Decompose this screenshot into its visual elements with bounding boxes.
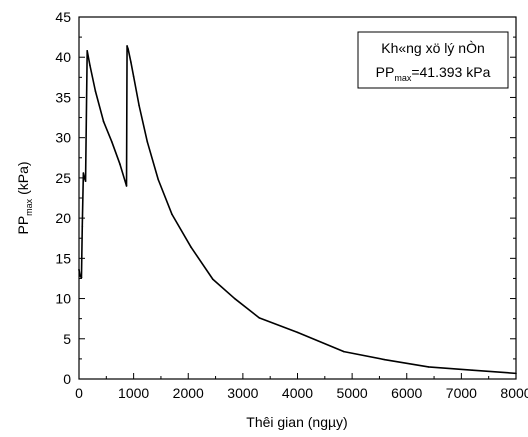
series-point [82,172,85,174]
series-points [78,45,517,375]
x-axis-title: Thêi gian (ngµy) [246,414,347,430]
series-point [130,61,132,63]
series-point [384,358,386,361]
series-point [471,369,474,371]
legend-line-2-sub: max [394,73,412,83]
series-point [212,278,214,281]
series-point [132,75,135,78]
y-tick-label: 30 [55,130,71,146]
series-point [157,178,160,181]
series-point [126,45,128,47]
series-point [171,213,173,215]
series-point [81,225,84,227]
x-tick-label: 6000 [391,385,422,401]
y-tick-label: 20 [55,210,71,226]
x-tick-label: 0 [75,385,83,401]
series-point [83,177,86,179]
series-point [110,140,113,143]
x-axis-tick-labels: 0 1000 2000 3000 4000 5000 6000 7000 8000 [75,385,528,401]
x-tick-label: 7000 [446,385,477,401]
legend-line-2: PPmax=41.393 kPa [376,64,491,83]
y-axis-title: PPmax (kPa) [15,161,34,234]
legend-line-2-main: PP [376,64,395,80]
series-point [86,49,88,52]
y-tick-label: 15 [55,250,71,266]
series-point [343,350,345,353]
series-line [78,45,517,375]
series-point [258,317,261,319]
y-tick-label: 35 [55,89,71,105]
series-point [125,185,128,187]
y-tick-label: 40 [55,49,71,65]
series-point [102,120,105,123]
series-point [296,331,299,334]
x-tick-label: 8000 [500,385,528,401]
y-axis-tick-labels: 0 5 10 15 20 25 30 35 40 45 [55,9,71,387]
y-axis-ticks [79,16,85,380]
y-axis-title-unit: (kPa) [15,161,31,198]
legend-line-1: Kh«ng xö lý nÒn [381,40,485,56]
x-tick-label: 5000 [337,385,368,401]
y-tick-label: 0 [63,371,71,387]
x-tick-label: 3000 [227,385,258,401]
y-tick-label: 45 [55,9,71,25]
series-point [80,276,83,279]
legend: Kh«ng xö lý nÒn PPmax=41.393 kPa [357,31,509,89]
series-point [190,246,192,248]
series-point [119,163,121,166]
series-point [84,180,87,182]
series-point [89,64,91,67]
series-point [94,90,97,92]
series-point [78,268,80,271]
x-axis-ticks [78,373,517,379]
series-point [127,48,129,50]
series-point [79,275,81,277]
series-point [515,372,517,375]
x-tick-label: 4000 [282,385,313,401]
legend-line-2-rest: =41.393 kPa [411,64,490,80]
series-point [138,104,140,107]
y-tick-label: 25 [55,170,71,186]
right-axis-ticks [510,16,516,380]
y-tick-label: 10 [55,291,71,307]
x-tick-label: 1000 [118,385,149,401]
x-tick-label: 2000 [173,385,204,401]
series-point [146,140,149,143]
y-axis-title-sub: max [24,198,34,216]
y-axis-title-main: PP [15,216,31,235]
series-point [233,297,236,300]
series-point [427,366,430,368]
legend-box [357,31,509,89]
y-tick-label: 5 [63,331,71,347]
